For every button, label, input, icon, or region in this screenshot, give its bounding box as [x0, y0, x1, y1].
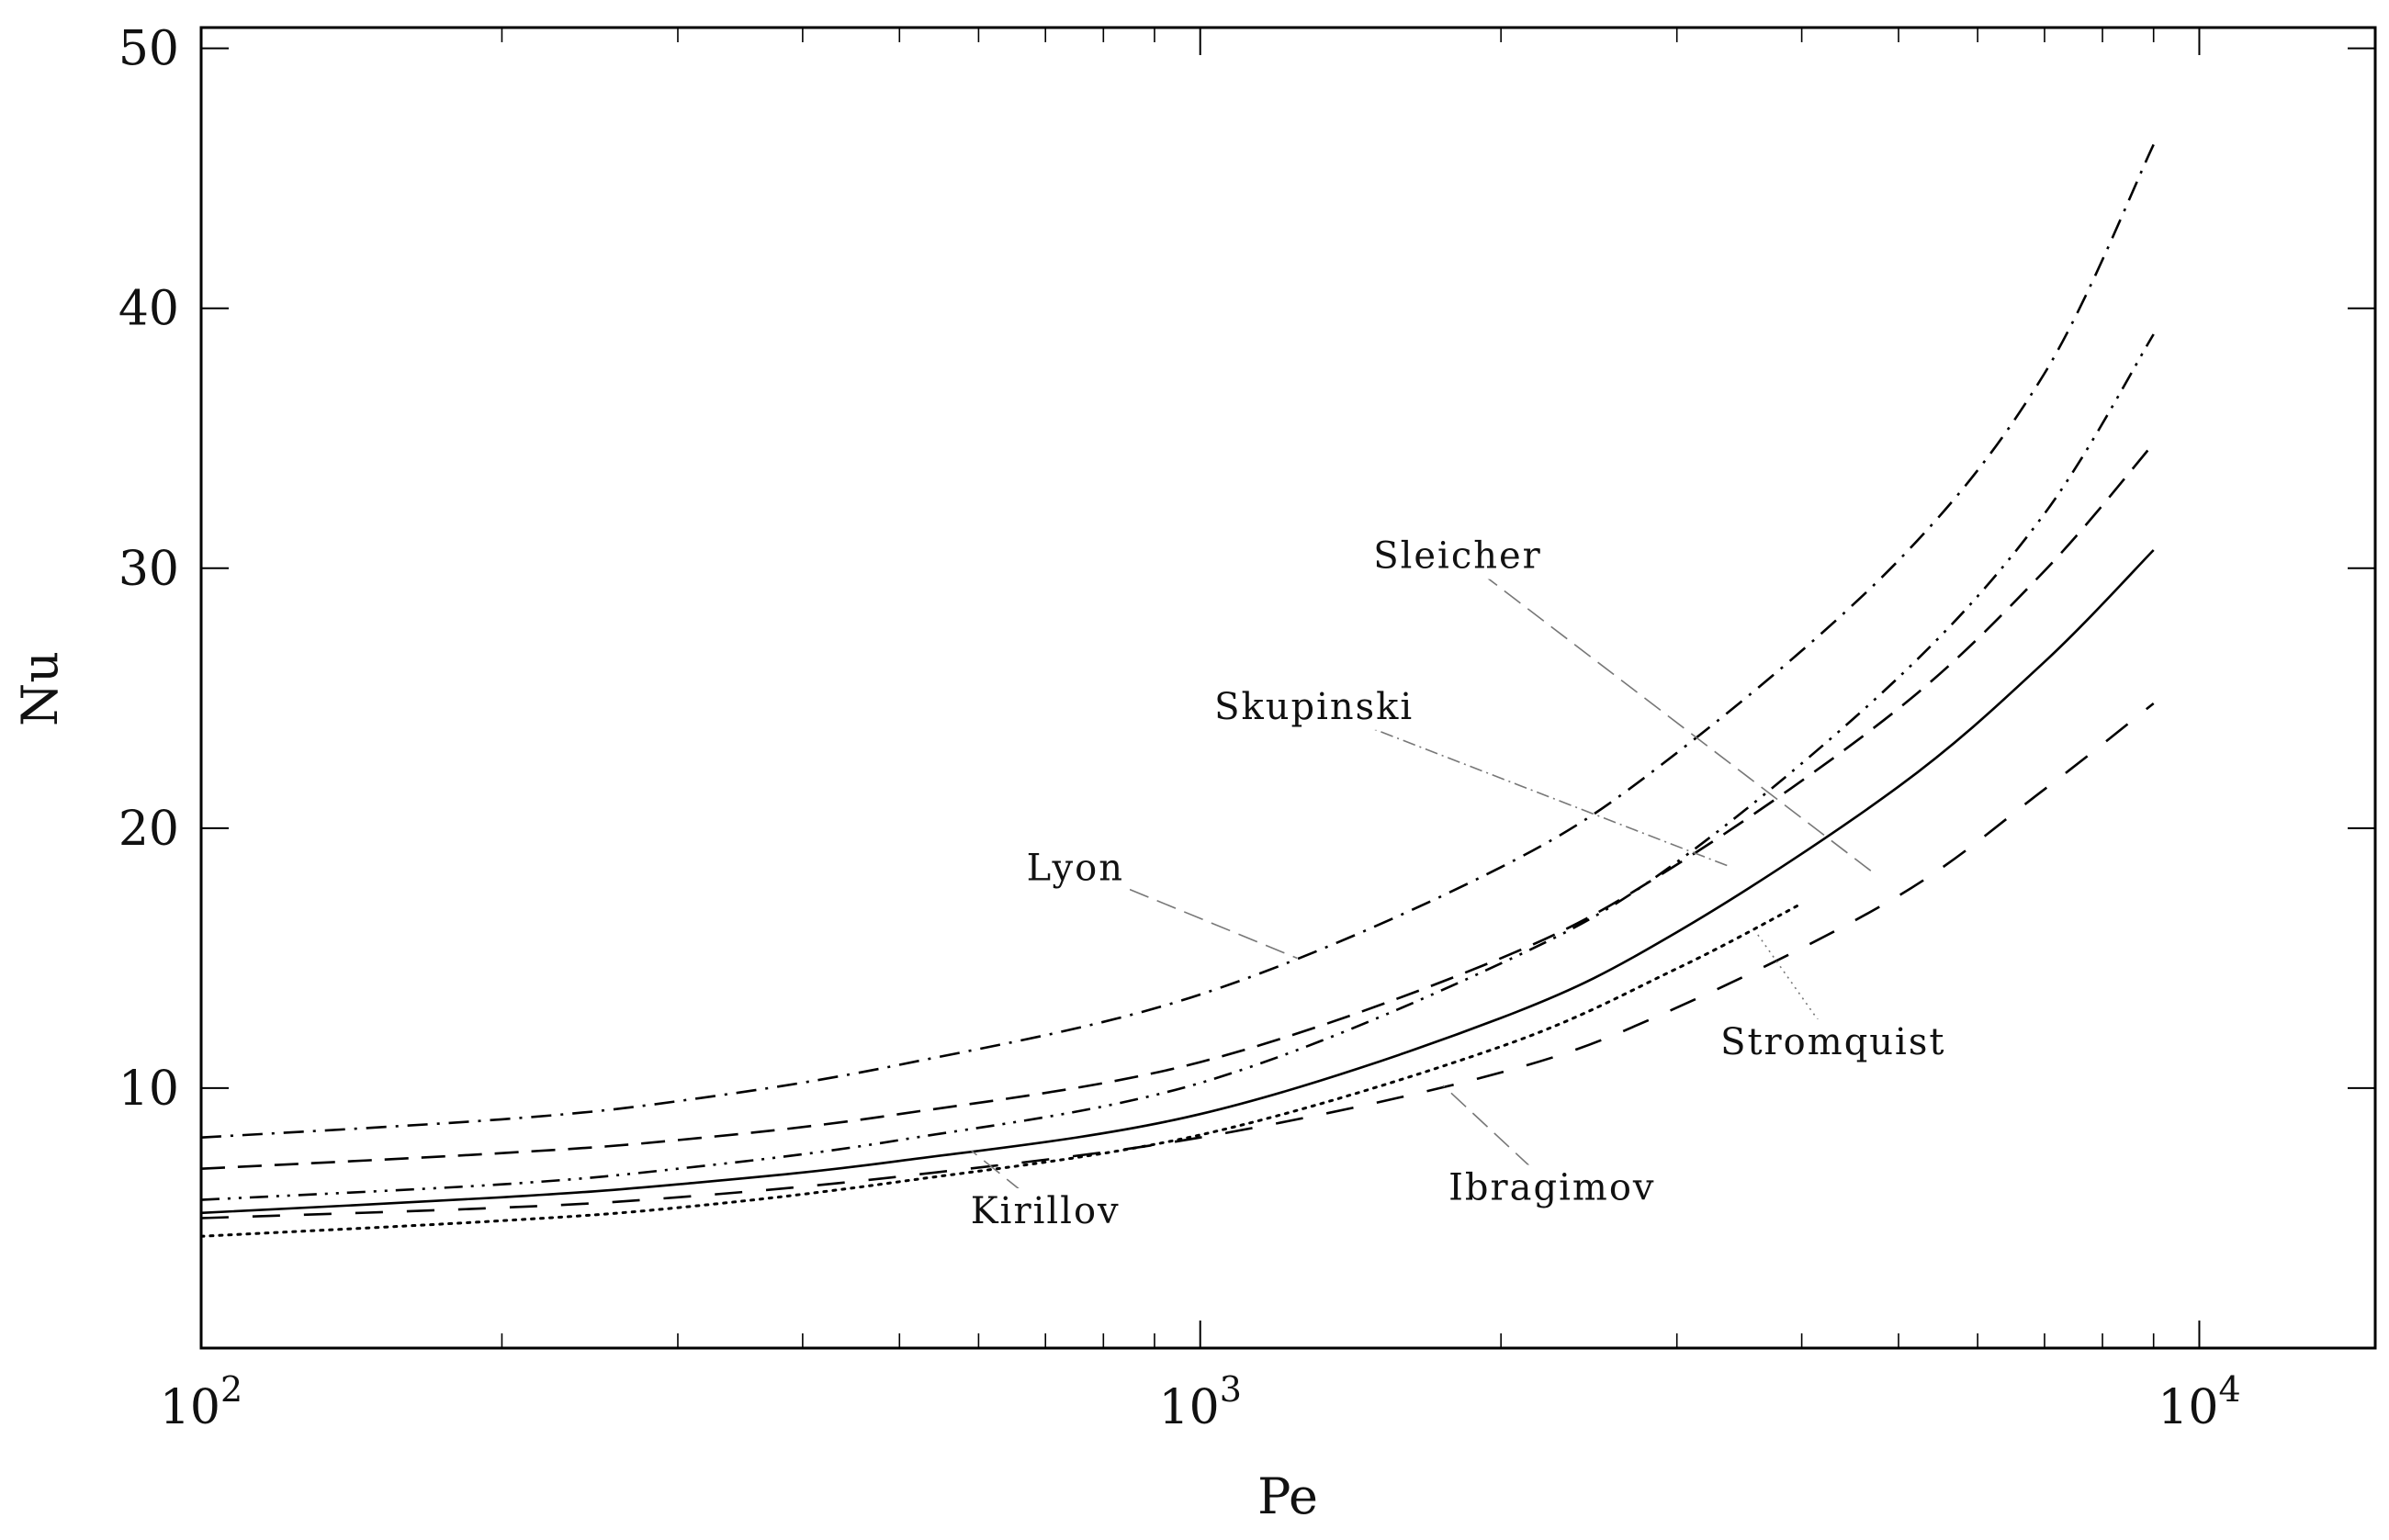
annotation-label-kirillov: Kirillov: [971, 1190, 1121, 1232]
series-group: [199, 143, 2155, 1238]
y-axis-label: Nu: [11, 651, 69, 726]
y-tick-label: 20: [118, 802, 179, 857]
annotation-pointer-skupinski: [1313, 705, 1732, 869]
series-line-skupinski: [200, 333, 2155, 1201]
annotation-pointer-sleicher: [1457, 554, 1877, 876]
y-tick-label: 40: [118, 282, 179, 337]
x-tick-label: 103: [1159, 1369, 1242, 1435]
series-line-ibragimov: [200, 702, 2155, 1220]
annotation-label-lyon: Lyon: [1027, 847, 1124, 889]
annotation-label-bg: [1020, 845, 1130, 892]
series-line-sleicher: [200, 443, 2155, 1170]
y-tick-label: 30: [118, 542, 179, 597]
x-axis-label: Pe: [1257, 1467, 1318, 1525]
annotation-label-stromquist: Stromquist: [1720, 1021, 1945, 1063]
annotation-label-bg: [1443, 1164, 1662, 1211]
annotation-label-bg: [1715, 1018, 1952, 1065]
annotation-pointer-ibragimov: [1442, 1085, 1553, 1188]
annotations-group: Sleicher Skupinski Lyon Stromquist Ibragimov…: [964, 533, 1952, 1234]
series-line-kirillov: [200, 549, 2155, 1215]
y-tick-label: 50: [118, 22, 179, 77]
y-tick-label: 10: [118, 1062, 179, 1117]
x-tick-label: 102: [160, 1369, 242, 1435]
axes-group: 102 103 104 10 20 30 40 50: [118, 22, 2377, 1435]
annotation-label-sleicher: Sleicher: [1373, 535, 1542, 578]
annotation-label-bg: [1368, 533, 1548, 579]
plot-frame: [199, 26, 2377, 1350]
series-line-lyon: [200, 143, 2155, 1139]
annotation-label-bg: [1209, 683, 1420, 730]
annotation-label-skupinski: Skupinski: [1214, 686, 1414, 728]
annotation-label-bg: [964, 1187, 1126, 1234]
annotation-label-ibragimov: Ibragimov: [1448, 1166, 1655, 1208]
x-tick-label: 104: [2158, 1369, 2240, 1435]
